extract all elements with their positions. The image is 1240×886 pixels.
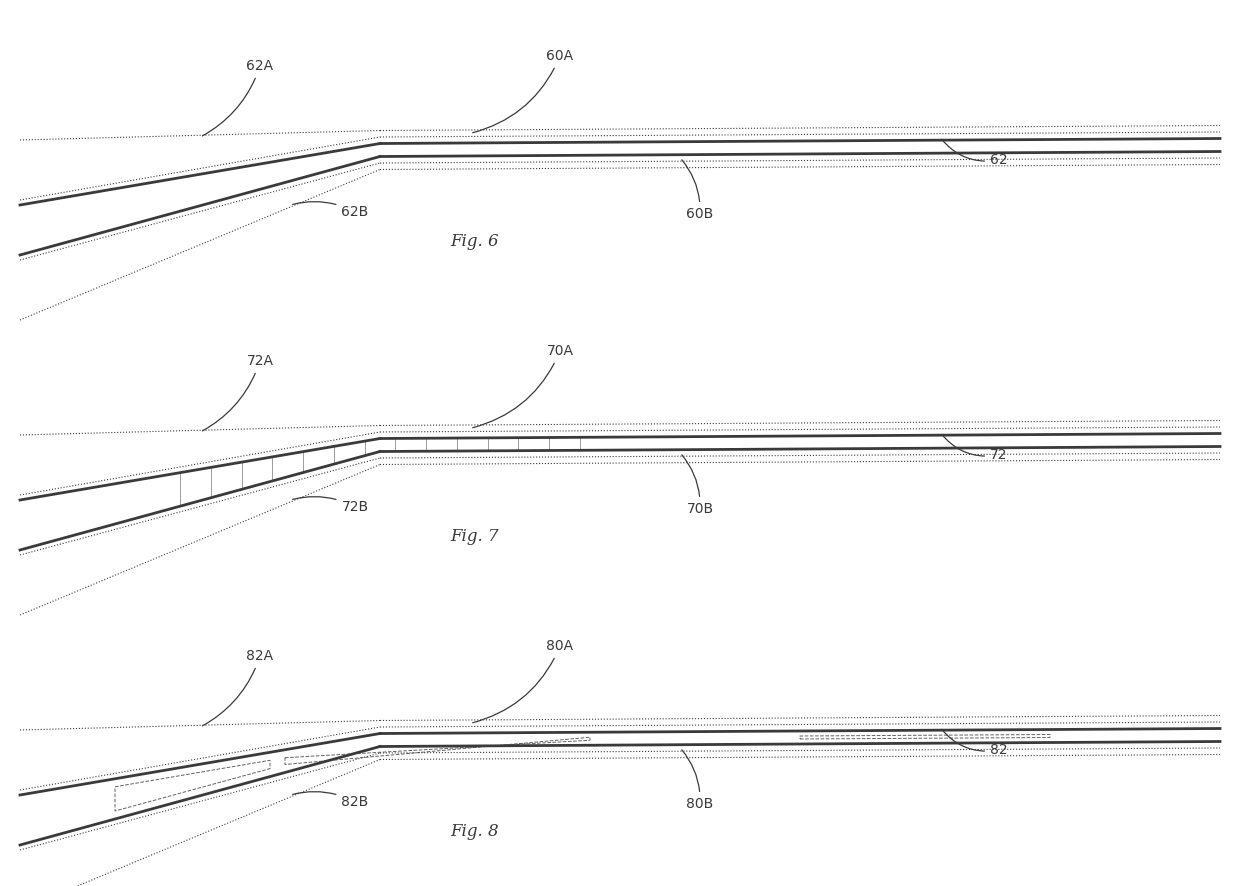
- Text: 72B: 72B: [293, 497, 368, 514]
- Text: 72: 72: [941, 434, 1007, 462]
- Text: Fig. 8: Fig. 8: [450, 823, 498, 840]
- Text: Fig. 6: Fig. 6: [450, 233, 498, 250]
- Text: 60B: 60B: [682, 159, 714, 221]
- Text: 80A: 80A: [472, 639, 574, 723]
- Text: 70A: 70A: [472, 344, 573, 428]
- Text: 62B: 62B: [293, 202, 368, 219]
- Text: 62A: 62A: [202, 59, 274, 136]
- Text: 82: 82: [941, 729, 1008, 757]
- Text: 80B: 80B: [682, 750, 714, 811]
- Text: 82A: 82A: [202, 649, 274, 726]
- Text: 82B: 82B: [293, 791, 368, 809]
- Text: Fig. 7: Fig. 7: [450, 528, 498, 545]
- Text: 72A: 72A: [202, 354, 274, 431]
- Text: 70B: 70B: [682, 455, 713, 516]
- Text: 62: 62: [941, 139, 1008, 167]
- Text: 60A: 60A: [472, 49, 574, 133]
